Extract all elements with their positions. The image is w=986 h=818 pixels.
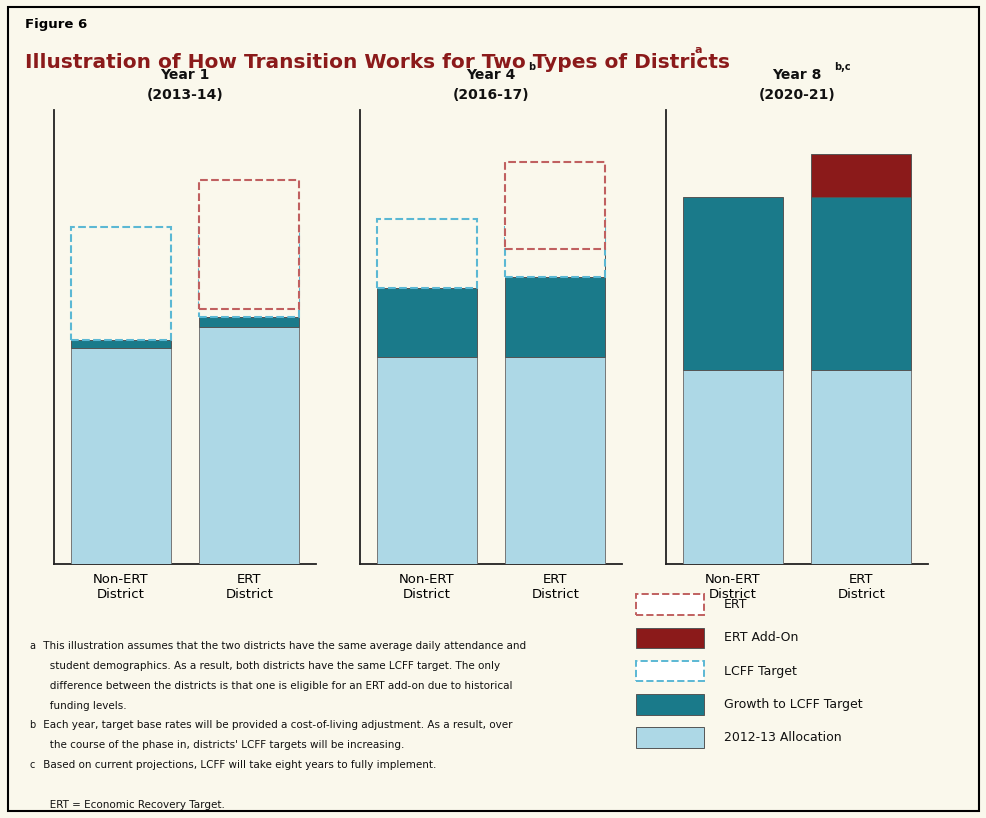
Text: Growth to LCFF Target: Growth to LCFF Target: [724, 698, 862, 711]
Bar: [810, 370, 910, 564]
Text: Year 4: Year 4: [465, 68, 516, 82]
Text: b: b: [30, 721, 35, 730]
Text: Year 1: Year 1: [160, 68, 210, 82]
Bar: [810, 154, 910, 197]
Text: Year 8: Year 8: [771, 68, 821, 82]
Bar: [682, 197, 782, 370]
Bar: [810, 197, 910, 370]
Text: (2020-21): (2020-21): [758, 88, 834, 102]
Text: a: a: [693, 45, 701, 55]
FancyBboxPatch shape: [505, 162, 604, 249]
FancyBboxPatch shape: [199, 180, 299, 309]
Bar: [377, 357, 476, 564]
Text: the course of the phase in, districts' LCFF targets will be increasing.: the course of the phase in, districts' L…: [40, 740, 404, 750]
Text: Figure 6: Figure 6: [25, 18, 87, 31]
Bar: [377, 288, 476, 357]
Text: b: b: [528, 62, 535, 72]
Bar: [505, 276, 604, 357]
Text: Each year, target base rates will be provided a cost-of-living adjustment. As a : Each year, target base rates will be pro…: [40, 721, 512, 730]
Text: Based on current projections, LCFF will take eight years to fully implement.: Based on current projections, LCFF will …: [40, 760, 436, 770]
FancyBboxPatch shape: [71, 227, 171, 340]
Text: funding levels.: funding levels.: [40, 701, 126, 711]
FancyBboxPatch shape: [635, 627, 703, 648]
Text: (2013-14): (2013-14): [147, 88, 223, 102]
Text: Illustration of How Transition Works for Two Types of Districts: Illustration of How Transition Works for…: [25, 52, 729, 72]
Text: ERT = Economic Recovery Target.: ERT = Economic Recovery Target.: [40, 799, 225, 810]
Bar: [71, 348, 171, 564]
Text: a: a: [30, 641, 35, 651]
Text: difference between the districts is that one is eligible for an ERT add-on due t: difference between the districts is that…: [40, 681, 512, 691]
FancyBboxPatch shape: [635, 661, 703, 681]
Bar: [71, 340, 171, 348]
Text: 2012-13 Allocation: 2012-13 Allocation: [724, 731, 841, 744]
Text: b,c: b,c: [834, 62, 850, 72]
Text: (2016-17): (2016-17): [453, 88, 528, 102]
Text: c: c: [30, 760, 35, 770]
FancyBboxPatch shape: [377, 218, 476, 288]
Text: This illustration assumes that the two districts have the same average daily att: This illustration assumes that the two d…: [40, 641, 526, 651]
Text: student demographics. As a result, both districts have the same LCFF target. The: student demographics. As a result, both …: [40, 661, 500, 672]
FancyBboxPatch shape: [505, 218, 604, 276]
Bar: [505, 357, 604, 564]
Text: ERT Add-On: ERT Add-On: [724, 631, 798, 645]
FancyBboxPatch shape: [199, 227, 299, 317]
FancyBboxPatch shape: [635, 595, 703, 615]
Bar: [682, 370, 782, 564]
Bar: [199, 309, 299, 317]
Bar: [505, 249, 604, 276]
Text: ERT: ERT: [724, 598, 746, 611]
FancyBboxPatch shape: [635, 727, 703, 748]
Text: LCFF Target: LCFF Target: [724, 664, 797, 677]
Bar: [199, 317, 299, 326]
FancyBboxPatch shape: [635, 694, 703, 714]
Bar: [199, 326, 299, 564]
